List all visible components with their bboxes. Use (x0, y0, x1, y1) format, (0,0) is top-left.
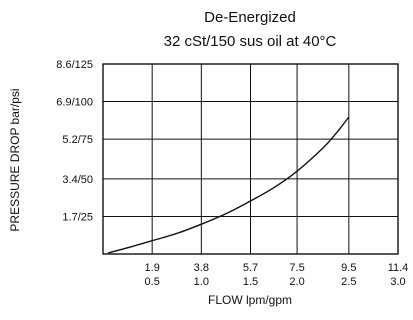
x-tick-label-gpm-1: 1.0 (194, 276, 209, 288)
x-tick-label-lpm-5: 11.4 (388, 262, 409, 274)
y-tick-label-4: 8.6/125 (56, 59, 93, 71)
y-tick-labels: 1.7/25 3.4/50 5.2/75 6.9/100 8.6/125 (56, 59, 93, 223)
chart-subtitle: 32 cSt/150 sus oil at 40°C (164, 33, 337, 50)
x-tick-label-lpm-2: 5.7 (243, 262, 258, 274)
chart-title: De-Energized (204, 9, 296, 26)
series-line (108, 116, 350, 254)
x-tick-label-gpm-0: 0.5 (145, 276, 160, 288)
x-tick-labels: 1.9 0.5 3.8 1.0 5.7 1.5 7.5 2.0 9.5 2.5 11.4 3.0 (145, 262, 409, 288)
plot-frame (102, 63, 399, 255)
y-tick-label-2: 5.2/75 (62, 134, 93, 146)
x-axis-label: FLOW lpm/gpm (208, 293, 292, 307)
x-tick-label-lpm-0: 1.9 (145, 262, 160, 274)
y-tick-label-0: 1.7/25 (62, 211, 93, 223)
x-tick-label-lpm-1: 3.8 (194, 262, 209, 274)
y-axis-label: PRESSURE DROP bar/psi (8, 88, 22, 231)
y-tick-label-1: 3.4/50 (62, 174, 93, 186)
grid-lines (103, 64, 398, 254)
y-tick-label-3: 6.9/100 (56, 97, 93, 109)
x-tick-label-lpm-3: 7.5 (289, 262, 304, 274)
x-tick-label-gpm-4: 2.5 (341, 276, 356, 288)
x-tick-label-gpm-2: 1.5 (243, 276, 258, 288)
x-tick-label-gpm-3: 2.0 (289, 276, 304, 288)
x-tick-label-gpm-5: 3.0 (390, 276, 405, 288)
x-tick-label-lpm-4: 9.5 (341, 262, 356, 274)
